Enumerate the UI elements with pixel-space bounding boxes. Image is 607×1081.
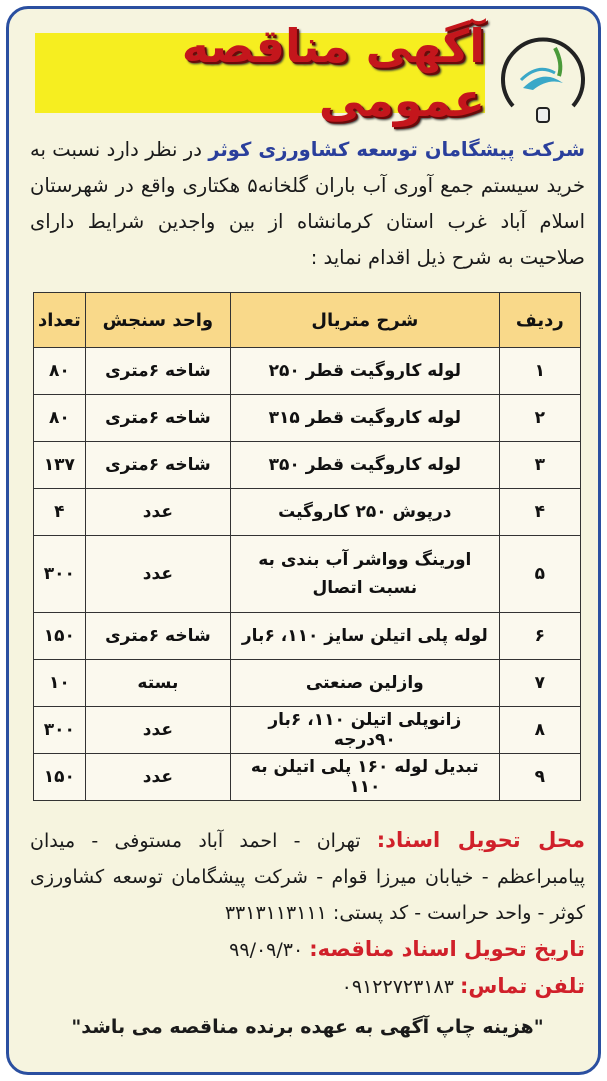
- cell-quantity: ۸۰: [33, 347, 86, 395]
- delivery-date: تاریخ تحویل اسناد مناقصه: ۹۹/۰۹/۳۰: [30, 931, 585, 968]
- table-row: ۲ لوله کاروگیت قطر ۳۱۵ شاخه ۶متری ۸۰: [33, 394, 582, 442]
- cell-row-number: ۷: [498, 659, 582, 707]
- intro-body: در نظر دارد نسبت به خرید سیستم جمع آوری …: [30, 138, 585, 269]
- materials-table: ردیف شرح متریال واحد سنجش تعداد ۱ لوله کا…: [33, 292, 582, 801]
- location-label: محل تحویل اسناد:: [376, 828, 585, 852]
- cell-quantity: ۸۰: [33, 394, 86, 442]
- cell-quantity: ۳۰۰: [33, 535, 86, 613]
- cell-row-number: ۹: [498, 753, 582, 801]
- table-row: ۵ اورینگ وواشر آب بندی به نسبت اتصال عدد ۳۰…: [33, 535, 582, 613]
- cell-row-number: ۸: [498, 706, 582, 754]
- cell-material-description: لوله کاروگیت قطر ۲۵۰: [230, 347, 500, 395]
- intro-paragraph: شرکت پیشگامان توسعه کشاورزی کوثر در نظر …: [30, 132, 585, 276]
- cell-material-description: زانوپلی اتیلن ۱۱۰، ۶بار ۹۰درجه: [230, 706, 500, 754]
- cell-quantity: ۴: [33, 488, 86, 536]
- cell-unit: شاخه ۶متری: [84, 394, 232, 442]
- cell-unit: عدد: [84, 535, 232, 613]
- cell-material-description: لوله کاروگیت قطر ۳۱۵: [230, 394, 500, 442]
- cell-row-number: ۳: [498, 441, 582, 489]
- table-row: ۳ لوله کاروگیت قطر ۳۵۰ شاخه ۶متری ۱۳۷: [33, 441, 582, 489]
- cell-unit: شاخه ۶متری: [84, 347, 232, 395]
- table-row: ۹ تبدیل لوله ۱۶۰ پلی اتیلن به ۱۱۰ عدد ۱۵۰: [33, 753, 582, 801]
- cell-quantity: ۳۰۰: [33, 706, 86, 754]
- cell-material-description: وازلین صنعتی: [230, 659, 500, 707]
- table-header-row: ردیف شرح متریال واحد سنجش تعداد: [33, 292, 582, 348]
- table-row: ۴ درپوش ۲۵۰ کاروگیت عدد ۴: [33, 488, 582, 536]
- cell-unit: بسته: [84, 659, 232, 707]
- phone-value: ۰۹۱۲۲۷۲۳۱۸۳: [341, 976, 454, 998]
- title-banner: آگهی مناقصه عمومی: [35, 19, 485, 127]
- cell-material-description: لوله پلی اتیلن سایز ۱۱۰، ۶بار: [230, 612, 500, 660]
- cell-unit: عدد: [84, 706, 232, 754]
- cell-quantity: ۱۰: [33, 659, 86, 707]
- company-name: شرکت پیشگامان توسعه کشاورزی کوثر: [208, 138, 586, 161]
- table-row: ۸ زانوپلی اتیلن ۱۱۰، ۶بار ۹۰درجه عدد ۳۰۰: [33, 706, 582, 754]
- cell-unit: عدد: [84, 753, 232, 801]
- header-row-number: ردیف: [498, 292, 582, 348]
- table-row: ۱ لوله کاروگیت قطر ۲۵۰ شاخه ۶متری ۸۰: [33, 347, 582, 395]
- cell-row-number: ۶: [498, 612, 582, 660]
- cell-material-description: لوله کاروگیت قطر ۳۵۰: [230, 441, 500, 489]
- cell-quantity: ۱۵۰: [33, 753, 86, 801]
- cell-quantity: ۱۵۰: [33, 612, 86, 660]
- location-text: تهران - احمد آباد مستوفی - میدان پیامبرا…: [30, 830, 585, 924]
- header-unit: واحد سنجش: [84, 292, 232, 348]
- cell-row-number: ۲: [498, 394, 582, 442]
- contact-phone: تلفن تماس: ۰۹۱۲۲۷۲۳۱۸۳: [30, 968, 585, 1005]
- header-quantity: تعداد: [33, 292, 86, 348]
- ad-title: آگهی مناقصه عمومی: [181, 19, 485, 127]
- cost-note: "هزینه چاپ آگهی به عهده برنده مناقصه می …: [71, 1016, 544, 1038]
- cell-quantity: ۱۳۷: [33, 441, 86, 489]
- cell-row-number: ۱: [498, 347, 582, 395]
- date-value: ۹۹/۰۹/۳۰: [229, 939, 304, 961]
- table-row: ۷ وازلین صنعتی بسته ۱۰: [33, 659, 582, 707]
- cell-material-description: اورینگ وواشر آب بندی به نسبت اتصال: [230, 535, 500, 613]
- cell-row-number: ۵: [498, 535, 582, 613]
- cell-unit: شاخه ۶متری: [84, 441, 232, 489]
- delivery-location: محل تحویل اسناد: تهران - احمد آباد مستوف…: [30, 822, 585, 931]
- cell-material-description: درپوش ۲۵۰ کاروگیت: [230, 488, 500, 536]
- header-description: شرح متریال: [230, 292, 500, 348]
- cell-material-description: تبدیل لوله ۱۶۰ پلی اتیلن به ۱۱۰: [230, 753, 500, 801]
- cell-unit: شاخه ۶متری: [84, 612, 232, 660]
- date-label: تاریخ تحویل اسناد مناقصه:: [309, 937, 585, 961]
- cell-unit: عدد: [84, 488, 232, 536]
- table-row: ۶ لوله پلی اتیلن سایز ۱۱۰، ۶بار شاخه ۶متری…: [33, 612, 582, 660]
- phone-label: تلفن تماس:: [459, 974, 585, 998]
- cell-row-number: ۴: [498, 488, 582, 536]
- company-logo-icon: [501, 37, 585, 123]
- footer-info: محل تحویل اسناد: تهران - احمد آباد مستوف…: [30, 822, 585, 1045]
